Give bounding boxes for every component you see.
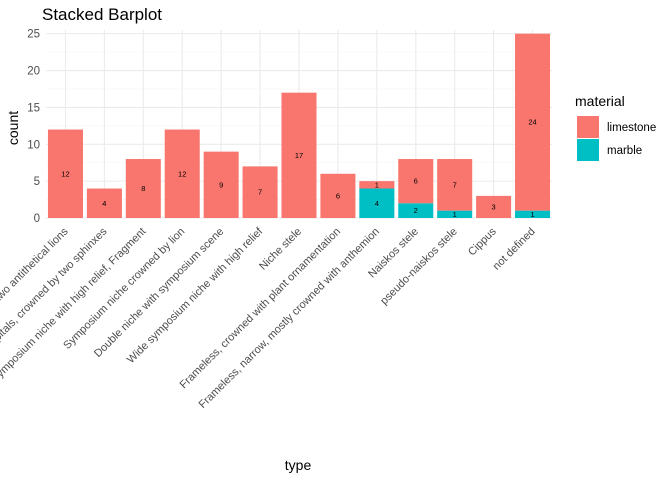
bar-limestone [398, 159, 434, 204]
bar-marble [437, 210, 473, 218]
bar-value-label: 6 [414, 177, 418, 186]
x-tick-label: not defined [491, 226, 538, 273]
legend-title: material [575, 93, 625, 109]
bar-value-label: 4 [102, 199, 106, 208]
x-tick-label: pseudo-naiskos stele [378, 226, 460, 308]
bar-value-label: 9 [219, 180, 223, 189]
y-tick-label: 0 [34, 213, 40, 225]
bar-value-label: 4 [375, 199, 379, 208]
bar-limestone [476, 195, 512, 218]
bar-marble [515, 210, 551, 218]
bar-limestone [515, 33, 551, 211]
y-tick-label: 5 [34, 176, 40, 188]
y-tick-label: 10 [27, 139, 40, 151]
legend: material limestone marble [575, 93, 656, 161]
bar-limestone [125, 159, 161, 218]
bar-value-label: 17 [295, 151, 303, 160]
bar-limestone [437, 159, 473, 211]
bar-limestone [203, 151, 239, 218]
y-tick-label: 20 [27, 66, 40, 78]
bar-value-label: 24 [528, 118, 536, 127]
y-axis-title: count [5, 111, 21, 145]
bar-value-label: 1 [530, 210, 534, 219]
bar-limestone [47, 129, 83, 218]
bar-limestone [320, 173, 356, 218]
y-axis: 0 5 10 15 20 25 [27, 29, 40, 225]
bar-value-label: 1 [453, 210, 457, 219]
bar-value-label: 7 [258, 188, 262, 197]
bar-value-label: 12 [61, 169, 69, 178]
x-tick-label: Wide symposium niche with high relief [125, 225, 266, 366]
y-tick-label: 15 [27, 102, 40, 114]
bar-limestone [359, 181, 395, 189]
legend-key-limestone [577, 116, 599, 138]
legend-label-limestone: limestone [607, 122, 656, 134]
legend-key-marble [577, 139, 599, 161]
bar-value-label: 3 [492, 202, 496, 211]
chart-title: Stacked Barplot [42, 5, 162, 24]
bar-value-label: 6 [336, 191, 340, 200]
bar-limestone [242, 166, 278, 218]
bar-limestone [164, 129, 200, 218]
bar-value-label: 8 [141, 184, 145, 193]
x-tick-label: Frameless, narrow, mostly crowned with a… [197, 226, 382, 411]
bar-value-label: 1 [375, 180, 379, 189]
bar-limestone [281, 92, 317, 218]
bar-value-label: 7 [453, 180, 457, 189]
bar-marble [359, 188, 395, 218]
bar-value-label: 2 [414, 206, 418, 215]
x-tick-label: Cippus [466, 225, 499, 258]
legend-label-marble: marble [607, 145, 642, 157]
y-tick-label: 25 [27, 29, 40, 41]
bars [47, 33, 551, 218]
x-axis: Stele with two antithetical lionsStele w… [0, 225, 538, 434]
x-axis-title: type [285, 457, 312, 473]
bar-value-label: 12 [178, 169, 186, 178]
bar-limestone [86, 188, 122, 218]
bar-marble [398, 203, 434, 218]
x-tick-label: Stele with pilasters and capitals, crown… [0, 225, 110, 434]
